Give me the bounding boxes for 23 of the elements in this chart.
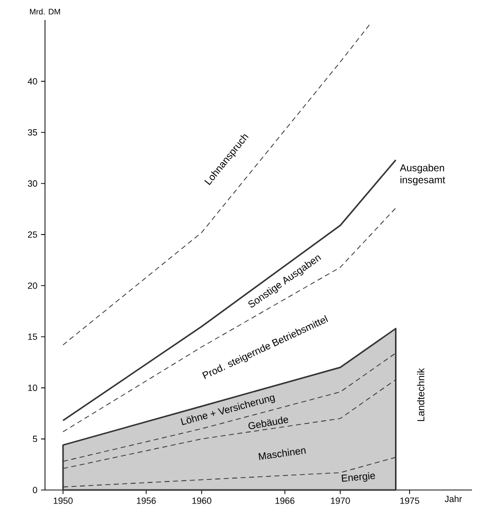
x-tick-label: 1966	[276, 498, 294, 504]
y-tick-label: 0	[32, 486, 38, 494]
series-label: Ausgaben insgesamt	[400, 164, 446, 186]
y-tick-label: 10	[28, 384, 38, 392]
line-series	[62, 208, 396, 432]
y-tick-label: 20	[28, 282, 38, 289]
x-tick-label: 1950	[54, 498, 73, 504]
x-tick-label: 1956	[136, 498, 156, 504]
annotation: Gebäude	[248, 416, 288, 430]
x-tick-label: 1970	[331, 498, 350, 504]
annotation: Maschinen	[258, 448, 306, 460]
y-tick-label: 25	[28, 231, 38, 238]
x-tick-label: 1960	[192, 498, 212, 504]
y-tick-label: 5	[32, 436, 38, 442]
x-axis-title: Jahr	[444, 496, 462, 502]
annotation: Energie	[342, 472, 375, 482]
annotation: Landtechnik	[417, 368, 424, 422]
y-tick-label: 35	[28, 129, 38, 136]
y-tick-label: 15	[28, 334, 38, 340]
x-tick-label: 1975	[400, 498, 420, 504]
y-tick-label: 30	[28, 180, 38, 187]
y-tick-label: 40	[28, 78, 38, 84]
line-series	[62, 22, 372, 346]
